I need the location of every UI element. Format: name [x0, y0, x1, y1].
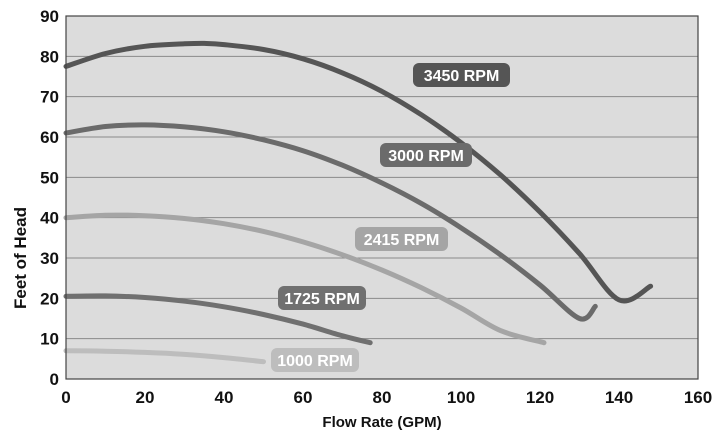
- plot-border: [65, 15, 699, 380]
- x-tick-label: 160: [684, 388, 712, 407]
- y-tick-label: 10: [40, 330, 59, 349]
- curve-3000-rpm: [63, 122, 598, 322]
- curve-label-badge: [355, 227, 448, 251]
- y-tick-label: 80: [40, 47, 59, 66]
- curve-label-badge: [271, 348, 359, 372]
- curve-label-text: 1000 RPM: [277, 353, 353, 370]
- x-tick-label: 120: [526, 388, 554, 407]
- curve-label-3000-rpm: 3000 RPM: [380, 143, 472, 167]
- x-axis-title: Flow Rate (GPM): [322, 414, 441, 431]
- y-tick-label: 70: [40, 88, 59, 107]
- plot-area: [66, 16, 698, 379]
- curve-label-badge: [380, 143, 472, 167]
- curve-3450-rpm: [63, 40, 654, 304]
- curve-label-text: 1725 RPM: [284, 291, 360, 308]
- curve-1000-rpm: [63, 348, 266, 365]
- curve-1725-rpm: [63, 293, 373, 346]
- x-axis-ticks: 0 20 40 60 80 100 120 140 160: [61, 388, 712, 407]
- curve-label-2415-rpm: 2415 RPM: [355, 227, 448, 251]
- x-tick-label: 100: [447, 388, 475, 407]
- x-tick-label: 0: [61, 388, 70, 407]
- y-tick-label: 90: [40, 7, 59, 26]
- x-tick-label: 20: [136, 388, 155, 407]
- curve-label-text: 2415 RPM: [364, 232, 440, 249]
- x-tick-label: 60: [294, 388, 313, 407]
- curve-labels: 3450 RPM 3000 RPM 2415 RPM 1725 RPM 1000 RPM: [271, 63, 510, 372]
- curve-label-1725-rpm: 1725 RPM: [278, 286, 366, 310]
- y-tick-label: 30: [40, 249, 59, 268]
- curves: [63, 40, 654, 365]
- y-tick-label: 0: [50, 370, 59, 389]
- curve-label-badge: [413, 63, 510, 87]
- curve-label-3450-rpm: 3450 RPM: [413, 63, 510, 87]
- curve-label-text: 3000 RPM: [388, 148, 464, 165]
- y-tick-label: 20: [40, 289, 59, 308]
- x-tick-label: 140: [605, 388, 633, 407]
- y-axis-title: Feet of Head: [11, 207, 30, 309]
- curve-label-1000-rpm: 1000 RPM: [271, 348, 359, 372]
- x-tick-label: 80: [373, 388, 392, 407]
- y-axis-ticks: 0 10 20 30 40 50 60 70 80 90: [40, 7, 59, 389]
- x-tick-label: 40: [215, 388, 234, 407]
- y-tick-label: 60: [40, 128, 59, 147]
- curve-label-text: 3450 RPM: [424, 68, 500, 85]
- y-tick-label: 40: [40, 209, 59, 228]
- curve-label-badge: [278, 286, 366, 310]
- y-tick-label: 50: [40, 168, 59, 187]
- curve-2415-rpm: [63, 212, 547, 346]
